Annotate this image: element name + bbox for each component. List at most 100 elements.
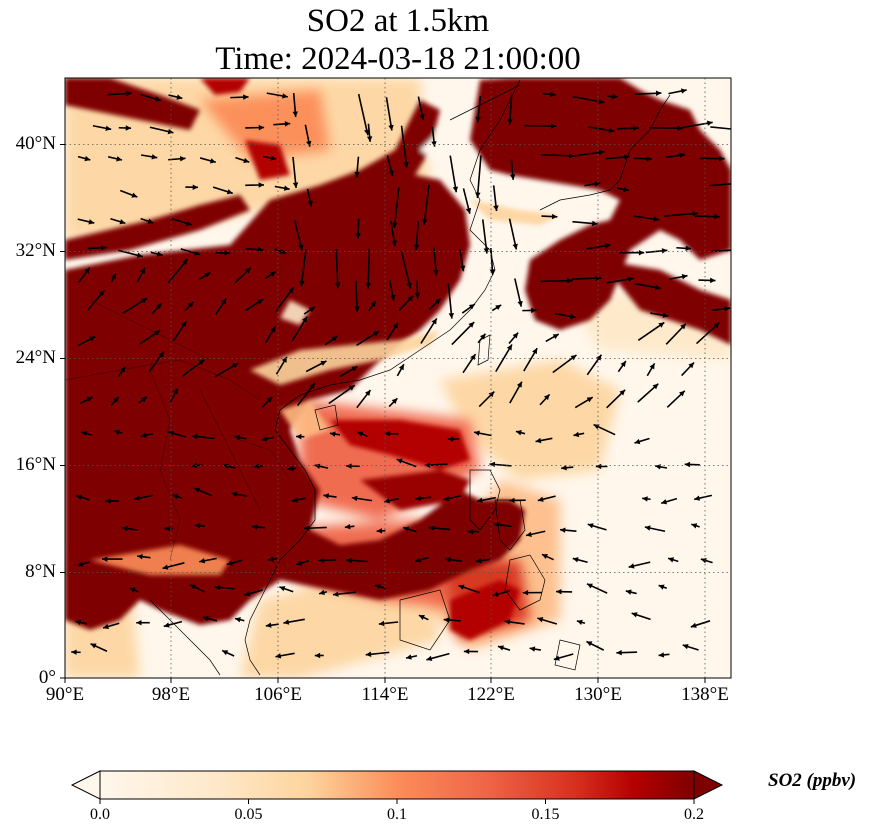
wind-vector-head bbox=[541, 554, 548, 560]
wind-vector-head bbox=[495, 304, 502, 311]
so2-field bbox=[65, 78, 739, 678]
wind-vector-head bbox=[388, 124, 394, 131]
wind-vector-head bbox=[556, 588, 562, 595]
wind-vector-head bbox=[90, 643, 97, 649]
wind-vector-shaft bbox=[423, 184, 430, 225]
wind-vector-head bbox=[706, 120, 713, 126]
wind-vector-head bbox=[476, 497, 483, 504]
colorbar-label: SO2 (ppbv) bbox=[768, 770, 857, 791]
wind-vector-head bbox=[406, 282, 412, 289]
map-frame bbox=[64, 77, 732, 679]
wind-vector-head bbox=[172, 494, 179, 500]
colorbar-tick-0: 0.0 bbox=[90, 806, 110, 823]
wind-vector-head bbox=[586, 583, 593, 589]
wind-vector-head bbox=[131, 192, 138, 198]
wind-vector-head bbox=[633, 125, 639, 131]
wind-vector-head bbox=[222, 650, 229, 656]
wind-vector-head bbox=[535, 437, 542, 444]
wind-vector-head bbox=[373, 331, 380, 337]
ytick-label-40N: 40°N bbox=[15, 133, 56, 154]
wind-vector-head bbox=[204, 272, 211, 278]
xtick-label-138E: 138°E bbox=[681, 684, 729, 705]
wind-vector-head bbox=[283, 185, 290, 191]
wind-vector-shaft bbox=[300, 248, 307, 287]
wind-vector-head bbox=[125, 125, 132, 131]
wind-vector-shaft bbox=[385, 97, 393, 131]
wind-vector-head bbox=[76, 494, 83, 500]
wind-vector-head bbox=[443, 495, 450, 502]
wind-vector-head bbox=[652, 383, 659, 390]
wind-vector-head bbox=[306, 140, 312, 147]
wind-vector-head bbox=[654, 284, 661, 291]
colorbar bbox=[70, 770, 724, 804]
wind-vector-head bbox=[537, 617, 544, 623]
wind-vector-head bbox=[733, 127, 739, 132]
wind-vector-head bbox=[162, 564, 169, 570]
wind-vector-head bbox=[320, 361, 327, 366]
wind-vector-head bbox=[620, 361, 626, 367]
wind-vector-head bbox=[167, 128, 174, 135]
wind-vector-head bbox=[475, 192, 481, 198]
wind-vector-head bbox=[543, 394, 550, 401]
wind-vector-head bbox=[194, 487, 201, 493]
wind-vector-head bbox=[251, 524, 258, 530]
wind-vector-head bbox=[445, 557, 451, 563]
wind-vector-head bbox=[681, 273, 688, 280]
wind-vector-shaft bbox=[481, 219, 488, 254]
wind-vector-head bbox=[724, 306, 731, 312]
wind-vector-head bbox=[365, 390, 371, 396]
wind-vector-head bbox=[552, 334, 559, 340]
wind-vector-head bbox=[447, 436, 454, 442]
wind-vector-head bbox=[296, 560, 302, 566]
wind-vector-head bbox=[101, 245, 107, 251]
wind-vector-head bbox=[282, 93, 288, 99]
wind-vector-head bbox=[479, 333, 486, 340]
wind-vector-head bbox=[198, 359, 205, 366]
wind-vector-head bbox=[463, 648, 470, 655]
wind-vector-head bbox=[426, 655, 433, 662]
wind-vector-head bbox=[266, 396, 273, 403]
wind-vector-head bbox=[77, 561, 84, 567]
wind-vector-head bbox=[644, 525, 651, 531]
wind-vector-head bbox=[234, 434, 241, 441]
wind-vector-head bbox=[405, 654, 412, 660]
wind-vector-head bbox=[714, 213, 720, 220]
wind-vector-head bbox=[332, 591, 339, 597]
wind-vector-head bbox=[465, 207, 472, 214]
wind-vector-head bbox=[595, 275, 602, 282]
wind-vector-shaft bbox=[710, 126, 731, 130]
wind-vector-head bbox=[433, 269, 439, 276]
wind-vector-head bbox=[398, 364, 404, 371]
wind-vector-head bbox=[348, 385, 355, 391]
wind-vector-head bbox=[181, 321, 187, 328]
wind-vector-head bbox=[318, 557, 325, 564]
wind-vector-head bbox=[192, 184, 199, 190]
wind-vector-head bbox=[116, 156, 123, 162]
wind-vector-head bbox=[407, 295, 414, 302]
wind-vector-head bbox=[226, 189, 233, 195]
wind-vector-head bbox=[302, 316, 308, 323]
wind-vector-head bbox=[515, 430, 522, 436]
wind-vector-head bbox=[243, 157, 250, 164]
wind-vector-head bbox=[507, 119, 513, 125]
borders bbox=[65, 299, 291, 561]
wind-vector-head bbox=[374, 584, 381, 590]
wind-vector-head bbox=[334, 282, 341, 289]
wind-vector-head bbox=[209, 158, 216, 164]
wind-vector-head bbox=[331, 336, 338, 342]
wind-vector-head bbox=[680, 88, 687, 94]
wind-vector-head bbox=[113, 397, 119, 403]
wind-vector-head bbox=[270, 326, 276, 333]
wind-vector-head bbox=[137, 554, 143, 560]
wind-vector-head bbox=[254, 463, 260, 469]
wind-vector-head bbox=[586, 397, 593, 403]
wind-vector-head bbox=[307, 200, 313, 207]
wind-vector-head bbox=[158, 351, 164, 358]
wind-vector-head bbox=[151, 154, 158, 160]
wind-vector-head bbox=[517, 300, 523, 307]
wind-vector-head bbox=[378, 620, 385, 627]
wind-vector-head bbox=[658, 652, 665, 658]
wind-vector-head bbox=[646, 156, 652, 162]
wind-vector-head bbox=[391, 240, 397, 247]
wind-vector-head bbox=[428, 525, 435, 531]
